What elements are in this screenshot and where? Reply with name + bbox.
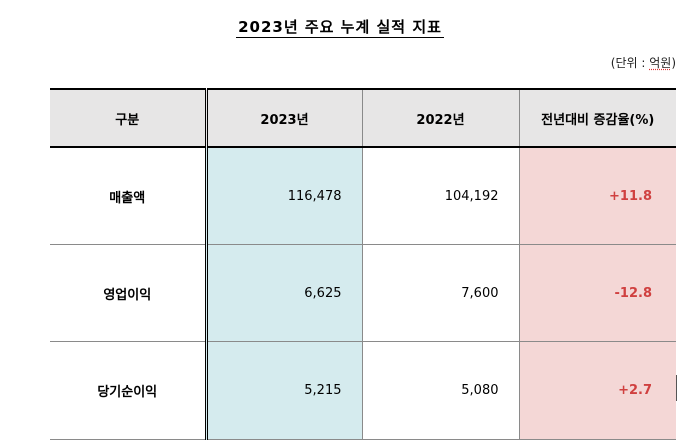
unit-note: (단위 : 억원) xyxy=(611,54,676,71)
cell-net-income-2022: 5,080 xyxy=(361,341,520,440)
header-2023: 2023년 xyxy=(205,88,363,148)
cell-revenue-2022: 104,192 xyxy=(361,147,520,245)
performance-table: 구분 2023년 2022년 전년대비 증감율(%) 매출액 116,478 1… xyxy=(50,88,676,440)
row-label-net-income: 당기순이익 xyxy=(50,341,208,440)
cell-revenue-change: +11.8 xyxy=(518,147,676,245)
unit-suffix: ) xyxy=(671,56,676,70)
cell-operating-profit-change: -12.8 xyxy=(518,244,676,342)
text-cursor xyxy=(676,375,677,401)
unit-value: 억원 xyxy=(649,56,672,70)
row-label-operating-profit: 영업이익 xyxy=(50,244,208,342)
cell-operating-profit-2023: 6,625 xyxy=(205,244,363,342)
row-label-revenue: 매출액 xyxy=(50,147,208,245)
page-title-text: 2023년 주요 누계 실적 지표 xyxy=(236,18,444,38)
table-row: 당기순이익 5,215 5,080 +2.7 xyxy=(50,341,676,440)
cell-net-income-2023: 5,215 xyxy=(205,341,363,440)
page-title: 2023년 주요 누계 실적 지표 xyxy=(0,16,680,38)
table-row: 매출액 116,478 104,192 +11.8 xyxy=(50,147,676,245)
header-2022: 2022년 xyxy=(361,88,520,148)
cell-revenue-2023: 116,478 xyxy=(205,147,363,245)
cell-net-income-change: +2.7 xyxy=(518,341,676,440)
unit-prefix: (단위 : xyxy=(610,56,650,70)
cell-operating-profit-2022: 7,600 xyxy=(361,244,520,342)
header-change: 전년대비 증감율(%) xyxy=(518,88,676,148)
header-category: 구분 xyxy=(50,88,208,148)
table-header-row: 구분 2023년 2022년 전년대비 증감율(%) xyxy=(50,88,676,148)
table-row: 영업이익 6,625 7,600 -12.8 xyxy=(50,244,676,342)
